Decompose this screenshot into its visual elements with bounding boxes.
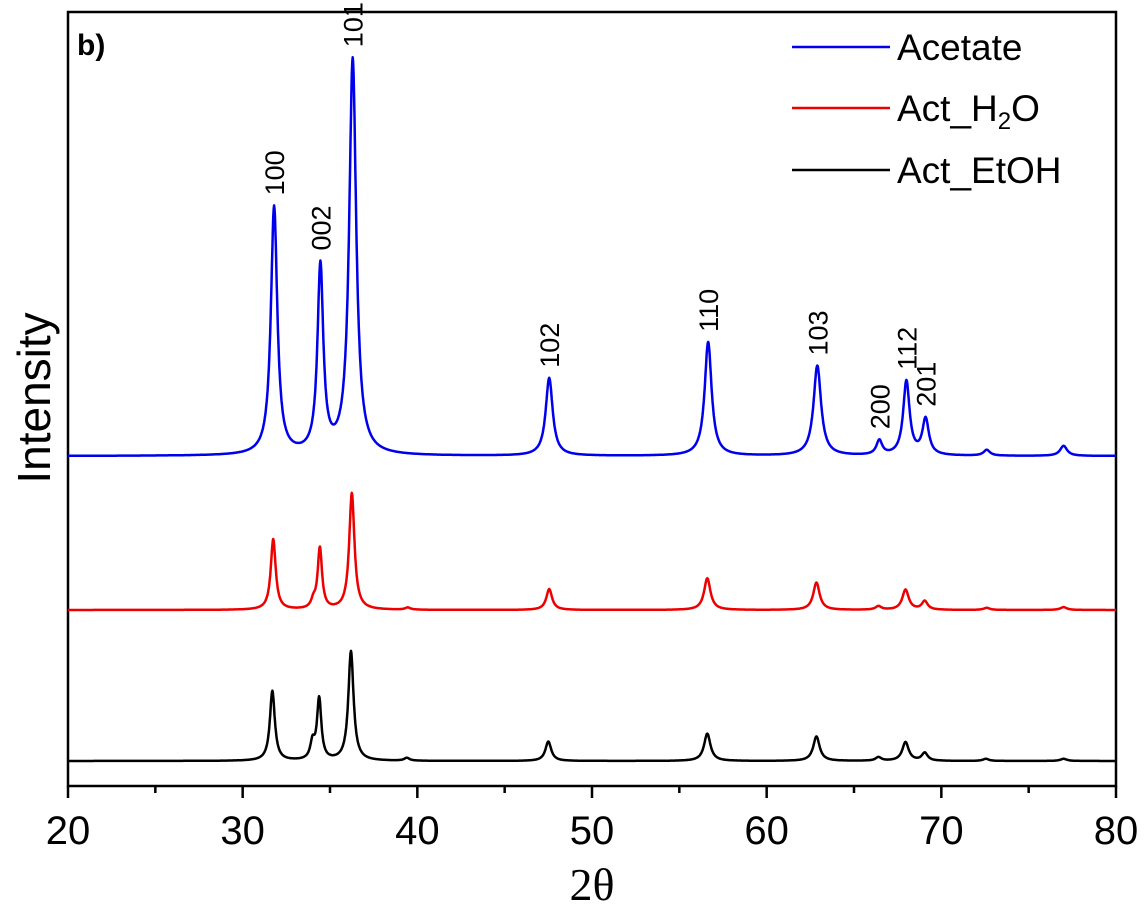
x-tick-label: 40 <box>395 809 440 853</box>
peak-label: 112 <box>892 327 922 370</box>
legend: Acetate Act_H2O Act_EtOH <box>792 27 1062 191</box>
peak-label: 100 <box>260 150 290 195</box>
x-tick-label: 80 <box>1094 809 1139 853</box>
x-tick-label: 30 <box>220 809 265 853</box>
x-tick-label: 60 <box>744 809 789 853</box>
peak-label: 200 <box>865 384 895 429</box>
x-tick-label: 50 <box>570 809 615 853</box>
panel-label: b) <box>77 29 105 62</box>
x-tick-label: 20 <box>46 809 91 853</box>
series-layer <box>67 55 1117 763</box>
peak-label: 102 <box>535 323 565 368</box>
peak-label: 002 <box>306 205 336 250</box>
peak-label: 103 <box>803 310 833 355</box>
series-line <box>67 55 1117 458</box>
x-axis: 20 30 40 50 60 70 80 <box>46 786 1139 853</box>
y-axis-title: Intensity <box>8 312 60 483</box>
series-line <box>67 649 1117 763</box>
peak-label: 201 <box>912 362 942 407</box>
series-line <box>67 491 1117 612</box>
legend-entry: Act_EtOH <box>897 150 1062 191</box>
peak-label: 110 <box>694 289 724 332</box>
x-tick-label: 70 <box>919 809 964 853</box>
legend-entry: Acetate <box>897 27 1022 68</box>
legend-entry: Act_H2O <box>897 88 1040 135</box>
x-axis-title: 2θ <box>569 859 614 910</box>
peak-label: 101 <box>339 2 369 47</box>
